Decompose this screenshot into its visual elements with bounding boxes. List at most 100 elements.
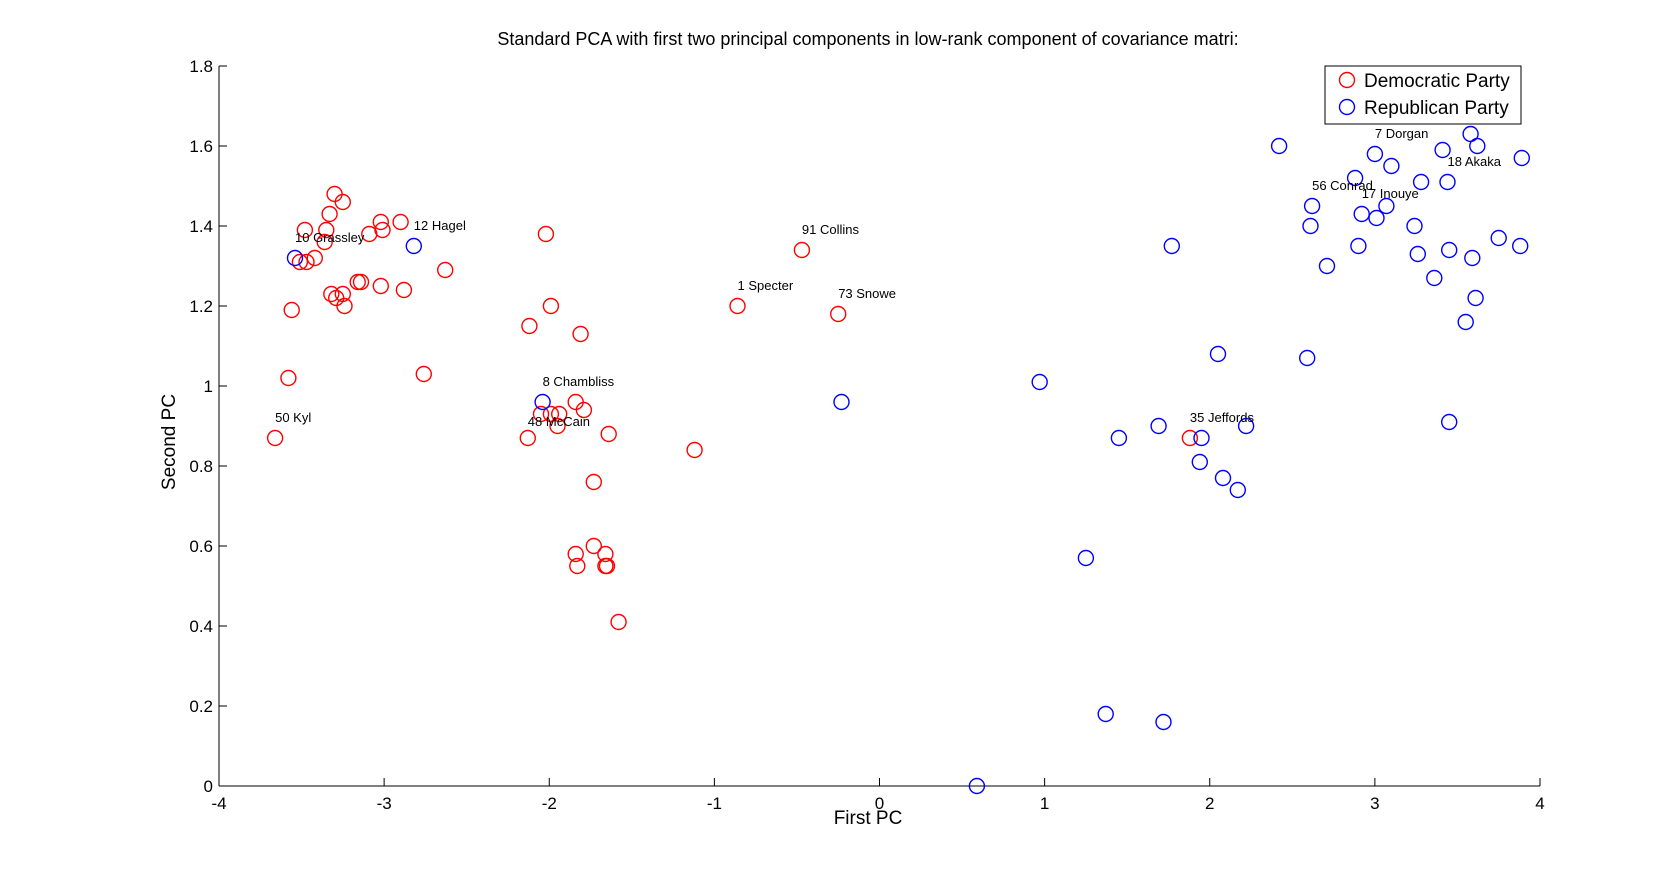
data-point [336, 297, 353, 315]
data-point [551, 405, 568, 423]
data-point [532, 405, 550, 423]
point-annotations: 10 Grassley 12 Hagel 50 Kyl 8 Chambliss 48 M… [275, 126, 1502, 429]
data-point [1434, 141, 1451, 159]
data-point [372, 277, 389, 295]
series-democratic [266, 185, 1199, 631]
data-point [1378, 197, 1395, 215]
data-point [1469, 137, 1486, 155]
data-point [361, 225, 378, 243]
y-tick-label: 1 [204, 377, 213, 396]
y-tick-label: 1.2 [189, 297, 213, 316]
y-tick-label: 0.2 [189, 697, 213, 716]
point-annotation: 10 Grassley [295, 230, 365, 245]
data-point [686, 441, 703, 459]
data-point [1353, 205, 1370, 223]
data-point [1209, 345, 1227, 363]
x-tick-label: 0 [875, 794, 884, 813]
data-point [296, 221, 314, 239]
data-point [392, 213, 409, 231]
data-points [266, 125, 1531, 795]
data-point [372, 213, 389, 231]
data-point [1490, 229, 1507, 247]
data-point [1511, 237, 1529, 255]
data-point [610, 613, 627, 631]
point-annotation: 91 Collins [802, 222, 860, 237]
data-point [1302, 217, 1319, 235]
legend-marker-republican [1338, 98, 1356, 116]
legend-marker-democratic [1338, 71, 1356, 89]
data-point [1097, 705, 1114, 723]
axes: -4 -3 -2 -1 0 1 2 3 4 0 0.2 0.4 0.6 0.8 1 1.2 1.4 1.6 1.8 [189, 57, 1544, 813]
data-point [521, 317, 538, 335]
x-tick-label: -3 [377, 794, 392, 813]
data-point [1467, 289, 1484, 307]
y-tick-label: 0.8 [189, 457, 213, 476]
chart-title: Standard PCA with first two principal co… [497, 29, 1238, 49]
data-point [534, 393, 551, 411]
y-tick-label: 1.8 [189, 57, 213, 76]
data-point [298, 253, 315, 271]
data-point [597, 545, 614, 563]
data-point [1181, 429, 1199, 447]
data-point [266, 429, 284, 447]
data-point [1426, 269, 1443, 287]
data-point [585, 537, 602, 555]
data-point [1457, 313, 1474, 331]
data-point [1409, 245, 1427, 263]
x-tick-label: 3 [1370, 794, 1379, 813]
data-point [1191, 453, 1209, 471]
data-point [1318, 257, 1336, 275]
data-point [833, 393, 850, 411]
data-point [1163, 237, 1181, 255]
point-annotation: 48 McCain [528, 414, 590, 429]
data-point [598, 557, 616, 575]
data-point [600, 425, 617, 443]
data-point [1077, 549, 1095, 567]
data-point [1464, 249, 1481, 267]
data-point [572, 325, 589, 343]
data-point [567, 545, 584, 563]
legend: Democratic Party Republican Party [1324, 65, 1522, 125]
data-point [437, 261, 454, 279]
data-point [318, 221, 335, 239]
data-point [519, 429, 536, 447]
data-point [1366, 145, 1384, 163]
data-point [286, 249, 304, 267]
data-point [1150, 417, 1167, 435]
data-point [569, 557, 586, 575]
data-point [1439, 173, 1456, 191]
data-point [968, 777, 986, 795]
data-point [1303, 197, 1321, 215]
y-tick-label: 0.6 [189, 537, 213, 556]
data-point [1155, 713, 1172, 731]
y-tick-label: 0.4 [189, 617, 213, 636]
data-point [1270, 137, 1288, 155]
point-annotation: 7 Dorgan [1375, 126, 1428, 141]
data-point [542, 297, 560, 315]
data-point [306, 249, 323, 267]
legend-label-republican: Republican Party [1364, 98, 1509, 119]
point-annotation: 35 Jeffords [1190, 410, 1255, 425]
data-point [830, 305, 847, 323]
data-point [1412, 173, 1430, 191]
point-annotation: 73 Snowe [838, 286, 896, 301]
data-point [585, 473, 602, 491]
point-annotation: 18 Akaka [1448, 154, 1502, 169]
data-point [1237, 417, 1255, 435]
x-tick-label: 2 [1205, 794, 1214, 813]
point-annotation: 12 Hagel [414, 218, 466, 233]
point-annotation: 1 Specter [738, 278, 794, 293]
legend-box [1324, 65, 1522, 125]
data-point [1346, 169, 1364, 187]
data-point [283, 301, 300, 319]
data-point [1298, 349, 1316, 367]
series-republican [286, 125, 1531, 795]
data-point [1406, 217, 1423, 235]
x-tick-label: -2 [542, 794, 557, 813]
data-point [1350, 237, 1367, 255]
y-tick-label: 1.4 [189, 217, 213, 236]
data-point [1383, 157, 1400, 175]
data-point [1110, 429, 1128, 447]
y-tick-label: 1.6 [189, 137, 213, 156]
data-point [1440, 241, 1458, 259]
